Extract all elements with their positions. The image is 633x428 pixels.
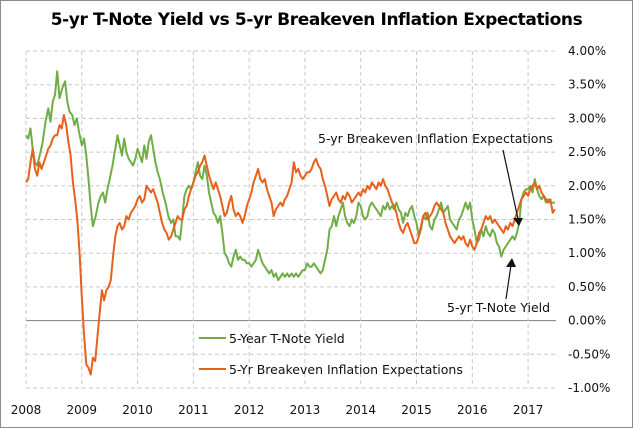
- series-line-breakeven-inflation: [25, 114, 556, 376]
- y-tick-label: 1.50%: [568, 213, 606, 227]
- x-tick-label: 2014: [345, 403, 376, 417]
- y-tick-label: 1.00%: [568, 246, 606, 260]
- annotation-breakeven-arrowhead: [513, 218, 523, 226]
- annotation-breakeven-label: 5-yr Breakeven Inflation Expectations: [318, 131, 553, 146]
- y-tick-label: -0.50%: [568, 347, 610, 361]
- series-line-t-note-yield: [25, 70, 555, 282]
- y-tick-label: -1.00%: [568, 381, 610, 395]
- annotation-t-note-label: 5-yr T-Note Yield: [447, 300, 550, 315]
- y-tick-label: 0.50%: [568, 280, 606, 294]
- x-tick-label: 2012: [234, 403, 265, 417]
- x-tick-label: 2011: [178, 403, 209, 417]
- annotations: 5-yr Breakeven Inflation Expectations 5-…: [318, 131, 553, 315]
- x-tick-label: 2015: [401, 403, 432, 417]
- gridlines: [25, 50, 556, 389]
- y-tick-label: 0.00%: [568, 314, 606, 328]
- y-tick-label: 3.50%: [568, 78, 606, 92]
- legend-label-breakeven-inflation: 5-Yr Breakeven Inflation Expectations: [229, 362, 463, 377]
- x-tick-label: 2017: [513, 403, 544, 417]
- chart-title: 5-yr T-Note Yield vs 5-yr Breakeven Infl…: [50, 10, 583, 30]
- annotation-t-note-arrowhead: [506, 258, 516, 267]
- x-axis-tick-labels: 2008 2009 2010 2011 2012 2013 2014 2015 2016 2017: [11, 403, 544, 417]
- y-tick-label: 2.00%: [568, 179, 606, 193]
- y-tick-label: 2.50%: [568, 145, 606, 159]
- annotation-breakeven-arrow: [502, 149, 519, 220]
- series-lines: [25, 70, 556, 376]
- x-tick-label: 2013: [290, 403, 321, 417]
- x-tick-label: 2016: [457, 403, 488, 417]
- legend: 5-Year T-Note Yield 5-Yr Breakeven Infla…: [199, 331, 463, 377]
- legend-label-t-note-yield: 5-Year T-Note Yield: [229, 331, 345, 346]
- annotation-t-note-arrow: [505, 264, 512, 300]
- y-tick-label: 3.00%: [568, 111, 606, 125]
- x-tick-label: 2008: [11, 403, 42, 417]
- x-tick-label: 2010: [122, 403, 153, 417]
- x-tick-label: 2009: [67, 403, 98, 417]
- y-tick-label: 4.00%: [568, 44, 606, 58]
- y-axis-tick-labels: 4.00% 3.50% 3.00% 2.50% 2.00% 1.50% 1.00% 0.50%…: [568, 44, 610, 395]
